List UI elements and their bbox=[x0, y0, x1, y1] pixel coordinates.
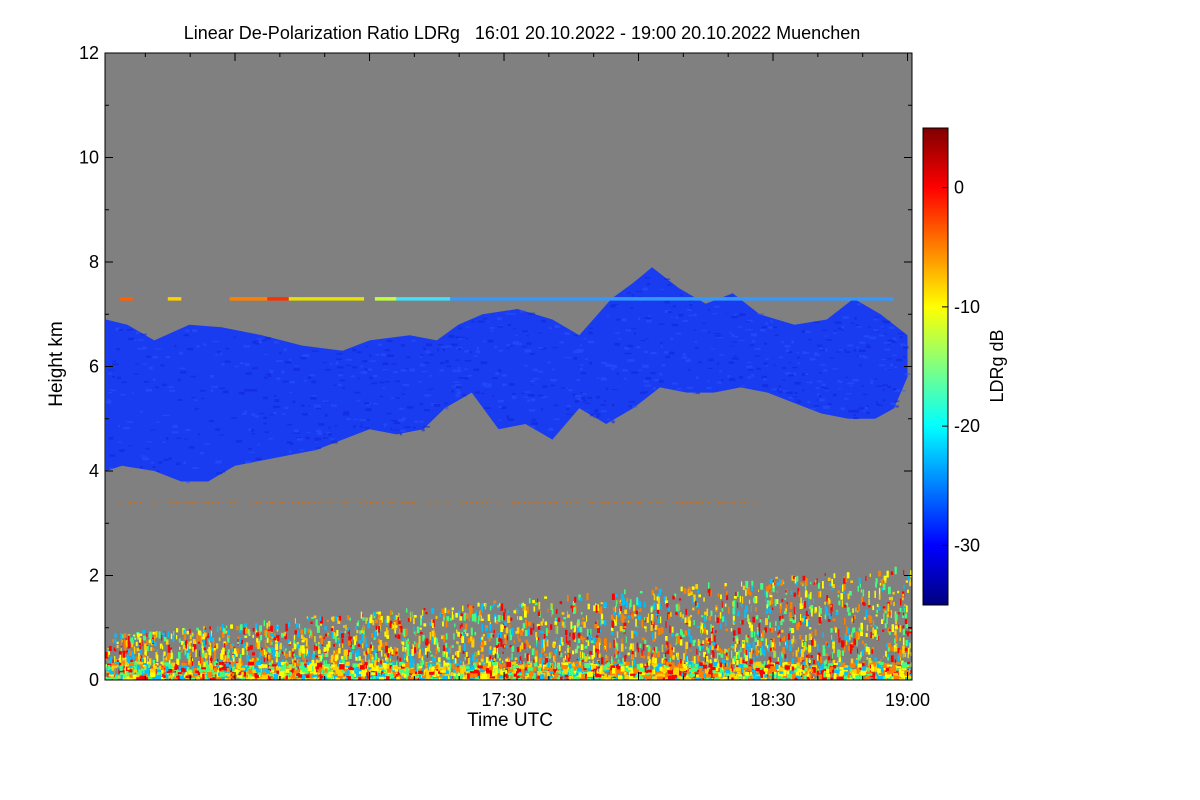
colorbar-label: LDRg dB bbox=[987, 329, 1007, 402]
x-tick-label: 19:00 bbox=[885, 690, 930, 710]
thin-layer-segment-3 bbox=[267, 297, 289, 301]
y-tick-label: 4 bbox=[89, 461, 99, 481]
plot-content bbox=[105, 267, 912, 680]
colorbar-tick-label: -30 bbox=[954, 535, 980, 555]
y-tick-label: 12 bbox=[79, 43, 99, 63]
colorbar-tick-label: 0 bbox=[954, 178, 964, 198]
y-tick-label: 6 bbox=[89, 357, 99, 377]
thin-layer-segment-5 bbox=[374, 297, 397, 301]
thin-layer-segment-1 bbox=[167, 297, 182, 301]
y-axis-label: Height km bbox=[46, 321, 67, 407]
x-tick-label: 17:00 bbox=[347, 690, 392, 710]
x-tick-label: 18:00 bbox=[616, 690, 661, 710]
thin-layer-segment-6 bbox=[396, 297, 451, 301]
x-tick-label: 18:30 bbox=[750, 690, 795, 710]
x-axis-label: Time UTC bbox=[467, 710, 553, 731]
x-tick-label: 17:30 bbox=[481, 690, 526, 710]
x-axis: 16:30 17:00 17:30 18:00 18:30 19:00 bbox=[144, 53, 930, 710]
faint-layer bbox=[117, 501, 756, 504]
thin-layer-segment-0 bbox=[119, 297, 133, 301]
colorbar-axis: 0 -10 -20 -30 bbox=[942, 178, 980, 555]
cloud-texture bbox=[106, 277, 911, 484]
colorbar-tick-label: -10 bbox=[954, 297, 980, 317]
thin-layer-segment-7 bbox=[450, 297, 894, 301]
y-axis: 0 2 4 6 8 10 12 bbox=[79, 43, 912, 690]
x-tick-label: 16:30 bbox=[212, 690, 257, 710]
y-tick-label: 10 bbox=[79, 148, 99, 168]
y-tick-label: 8 bbox=[89, 252, 99, 272]
thin-layer-segment-4 bbox=[288, 297, 365, 301]
colorbar-tick-label: -20 bbox=[954, 416, 980, 436]
thin-layer-segment-2 bbox=[229, 297, 268, 301]
colorbar bbox=[922, 127, 949, 606]
y-tick-label: 2 bbox=[89, 566, 99, 586]
chart-title: Linear De-Polarization Ratio LDRg 16:01 … bbox=[184, 23, 860, 43]
boundary-layer-noise bbox=[105, 566, 912, 680]
y-tick-label: 0 bbox=[89, 670, 99, 690]
